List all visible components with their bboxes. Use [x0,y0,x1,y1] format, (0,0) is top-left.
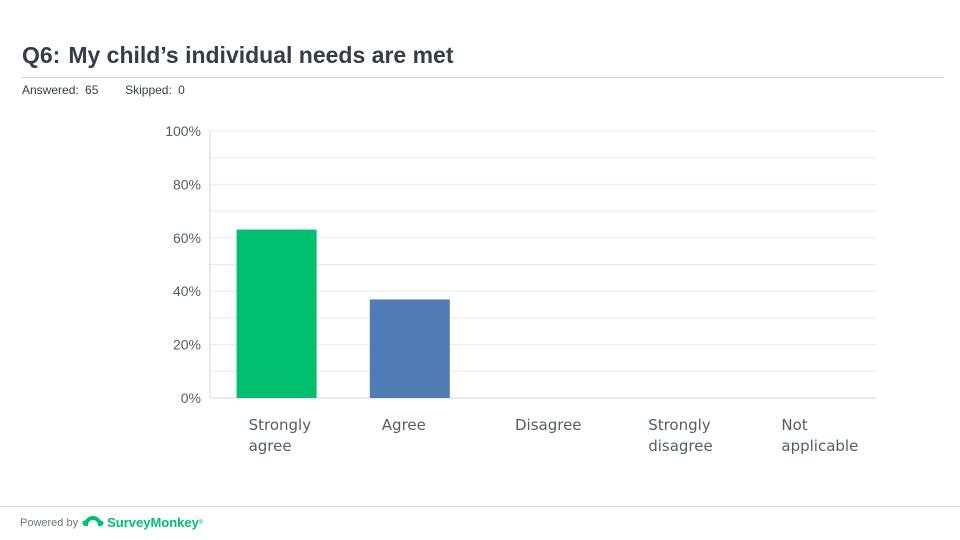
y-tick-label: 80% [173,176,201,192]
x-tick-label: Strongly disagree [648,416,713,455]
answered-label: Answered: [22,83,79,97]
x-tick-label: Strongly agree [249,416,312,455]
footer: Powered by SurveyMonkey ® [20,514,204,531]
brand-name: SurveyMonkey [107,515,199,530]
bar [369,299,450,398]
y-tick-label: 40% [173,283,201,299]
y-tick-label: 60% [173,230,201,246]
question-number: Q6: [22,42,61,68]
response-stats: Answered: 65 Skipped: 0 [22,83,188,97]
bar-chart: 0% 20% 40% 60% 80% 100% Strongly agree Agree Disa… [165,123,876,455]
question-title: Q6: My child’s individual needs are met [22,42,454,69]
header-divider [22,77,944,78]
skipped-label: Skipped: [125,83,172,97]
question-text: My child’s individual needs are met [68,42,454,68]
footer-divider [0,506,960,507]
x-tick-label: Disagree [515,416,582,434]
x-tick-label: Agree [382,416,426,434]
y-tick-label: 100% [165,123,201,139]
y-tick-label: 20% [173,337,201,353]
bar [236,229,317,398]
x-tick-label: Not applicable [781,416,858,455]
surveymonkey-logo-icon [82,514,104,531]
answered-count: 65 [85,83,99,97]
powered-by-label: Powered by [20,516,79,529]
skipped-count: 0 [178,83,185,97]
y-tick-label: 0% [181,390,201,406]
